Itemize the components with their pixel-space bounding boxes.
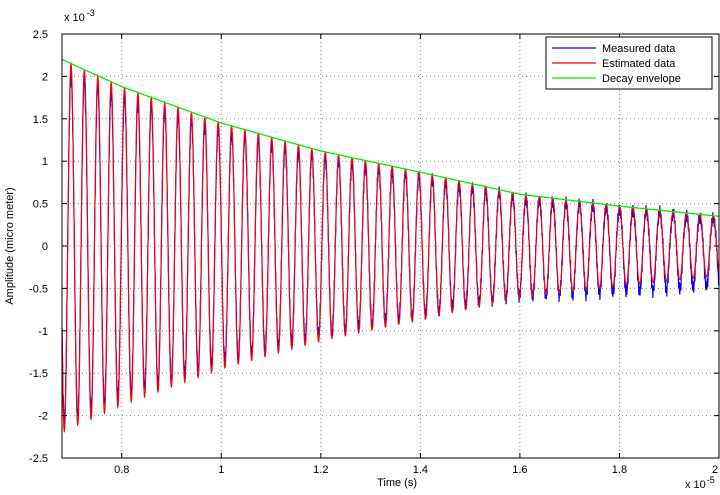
y-tick-label: -1.5	[29, 368, 48, 380]
x-tick-label: 1.8	[612, 464, 627, 476]
series-layer	[61, 58, 720, 434]
x-multiplier-base: x 10	[685, 479, 706, 490]
x-tick-label: 1.6	[512, 464, 527, 476]
x-multiplier-exponent: -5	[707, 475, 715, 485]
y-tick-label: -0.5	[29, 283, 48, 295]
x-multiplier-label: x 10-5	[685, 475, 715, 490]
x-axis-label: Time (s)	[377, 477, 417, 489]
x-tick-label: 1	[218, 464, 224, 476]
y-tick-label: 1	[42, 156, 48, 168]
y-axis-label: Amplitude (micro meter)	[4, 187, 16, 304]
y-tick-label: 0.5	[33, 199, 48, 211]
legend: Measured data Estimated data Decay envelop…	[545, 36, 713, 90]
x-tick-label: 1.4	[413, 464, 428, 476]
legend-label: Estimated data	[602, 58, 676, 70]
y-tick-label: -1	[38, 326, 48, 338]
x-tick-label: 2	[712, 464, 718, 476]
y-tick-label: -2	[38, 411, 48, 423]
legend-label: Decay envelope	[602, 73, 681, 85]
y-tick-label: 2	[42, 71, 48, 83]
labels: 0.8 1 1.2 1.4 1.6 1.8 2 -2.5 -2 -1.5 -1 -0.5 0 0.5 1 1.…	[4, 8, 718, 491]
y-tick-label: 1.5	[33, 114, 48, 126]
y-multiplier-exponent: -3	[87, 8, 95, 18]
y-tick-label: 0	[42, 241, 48, 253]
x-tick-label: 0.8	[114, 464, 129, 476]
y-tick-label: 2.5	[33, 29, 48, 41]
x-tick-label: 1.2	[313, 464, 328, 476]
y-multiplier-label: x 10 -3	[64, 8, 95, 24]
series-estimated-data-line	[61, 61, 720, 434]
legend-label: Measured data	[602, 43, 676, 55]
y-tick-label: -2.5	[29, 453, 48, 465]
series-decay-envelope-line	[61, 58, 720, 217]
y-multiplier-base: x 10	[64, 12, 85, 24]
ticks	[62, 33, 720, 459]
